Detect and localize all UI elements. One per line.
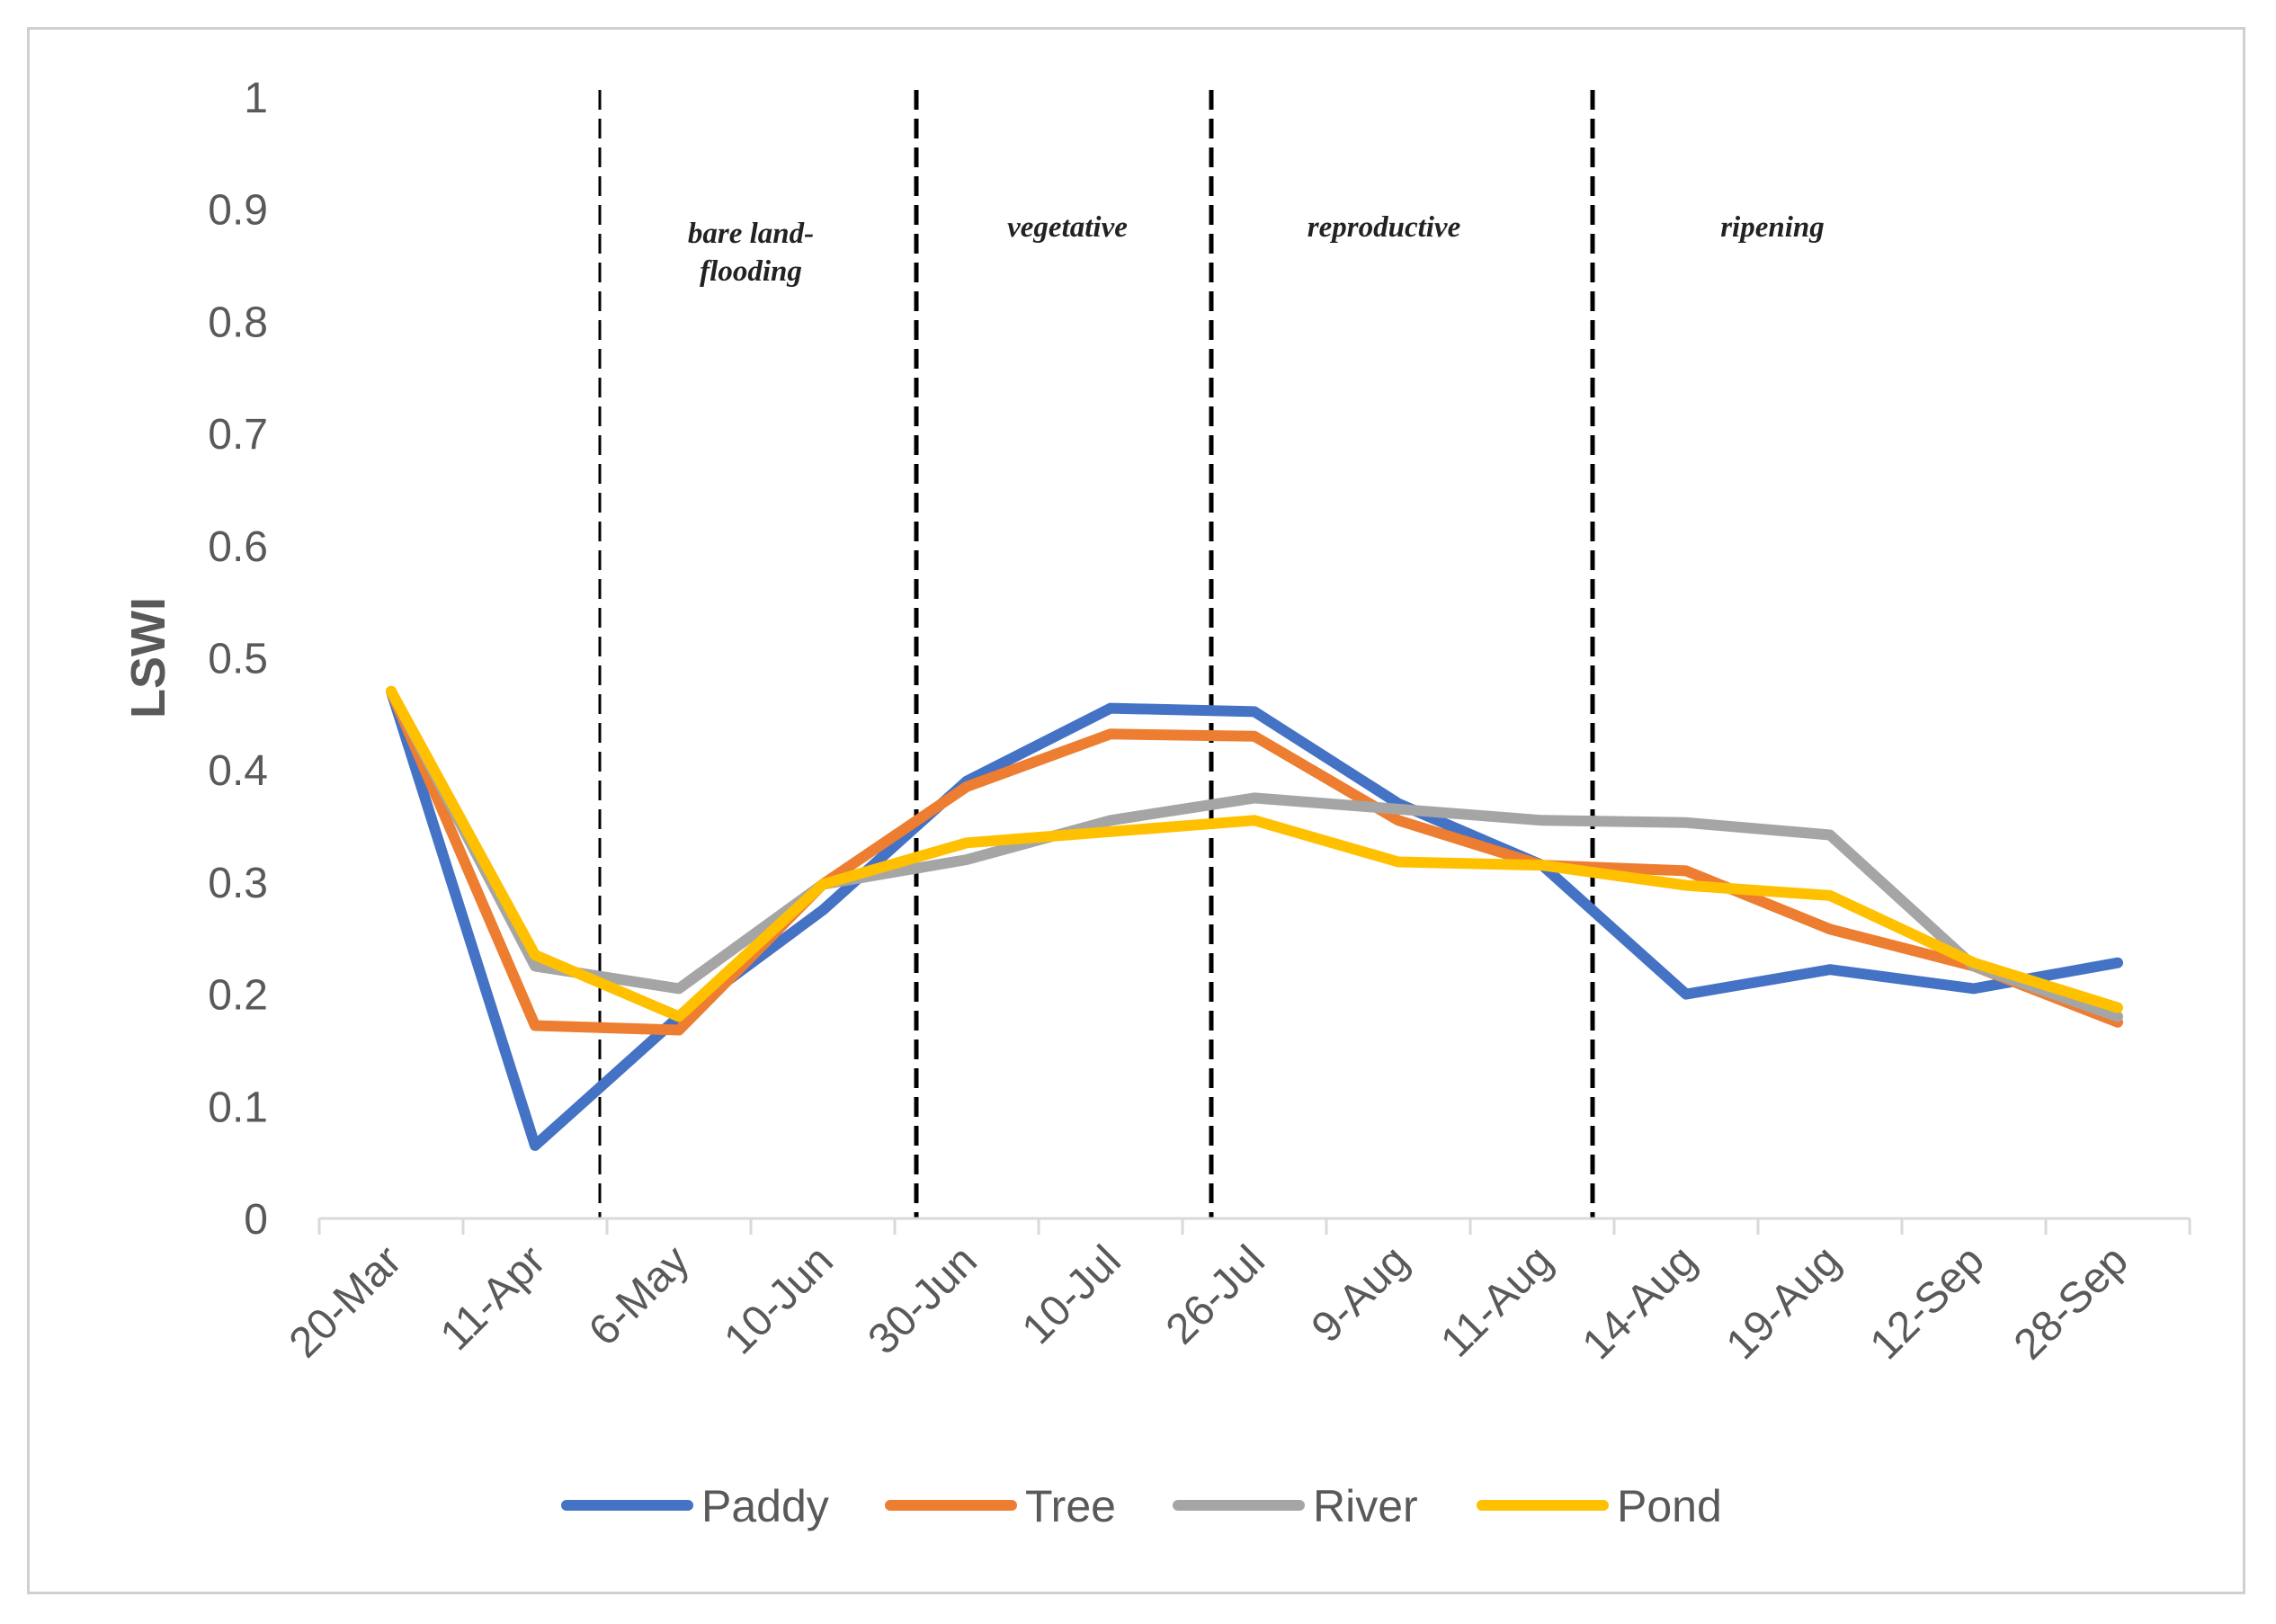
y-tick-label: 0.3 xyxy=(208,860,268,907)
legend-label-paddy: Paddy xyxy=(701,1481,829,1531)
y-tick-label: 0.6 xyxy=(208,523,268,571)
y-tick-label: 0.1 xyxy=(208,1084,268,1131)
x-tick-label: 30-Jun xyxy=(860,1236,986,1363)
legend-label-river: River xyxy=(1313,1481,1418,1531)
stage-label: vegetative xyxy=(1007,211,1128,244)
x-tick-label: 26-Jul xyxy=(1157,1236,1274,1353)
series-line-tree xyxy=(386,685,2123,1036)
y-tick-label: 0.7 xyxy=(208,411,268,459)
legend-label-pond: Pond xyxy=(1617,1481,1722,1531)
x-tick-label: 10-Jun xyxy=(716,1236,843,1363)
y-tick-label: 0.4 xyxy=(208,747,268,795)
x-tick-label: 14-Aug xyxy=(1574,1236,1706,1369)
y-tick-label: 0.8 xyxy=(208,299,268,346)
series-line-pond xyxy=(386,685,2123,1022)
stage-label: ripening xyxy=(1720,211,1825,244)
x-tick-label: 20-Mar xyxy=(281,1236,411,1367)
chart-frame xyxy=(27,27,2245,1594)
x-tick-label: 6-May xyxy=(580,1236,699,1355)
series-line-river xyxy=(386,685,2123,1022)
stage-label: bare land- xyxy=(688,218,814,250)
x-tick-label: 28-Sep xyxy=(2005,1236,2138,1369)
stage-label: reproductive xyxy=(1308,211,1460,244)
x-tick-label: 10-Jul xyxy=(1013,1236,1130,1353)
x-tick-label: 9-Aug xyxy=(1303,1236,1418,1352)
y-tick-label: 0 xyxy=(244,1196,268,1244)
y-tick-label: 0.5 xyxy=(208,636,268,683)
y-axis-title: LSWI xyxy=(121,597,175,718)
y-tick-label: 0.2 xyxy=(208,972,268,1020)
x-tick-label: 19-Aug xyxy=(1718,1236,1850,1369)
series-line-paddy xyxy=(386,685,2123,1151)
x-tick-label: 11-Aug xyxy=(1432,1236,1561,1366)
y-tick-label: 1 xyxy=(244,75,268,122)
x-tick-label: 12-Sep xyxy=(1861,1236,1994,1369)
legend-label-tree: Tree xyxy=(1025,1481,1116,1531)
y-tick-label: 0.9 xyxy=(208,187,268,235)
x-tick-label: 11-Apr xyxy=(432,1236,555,1360)
stage-label: flooding xyxy=(700,255,802,288)
